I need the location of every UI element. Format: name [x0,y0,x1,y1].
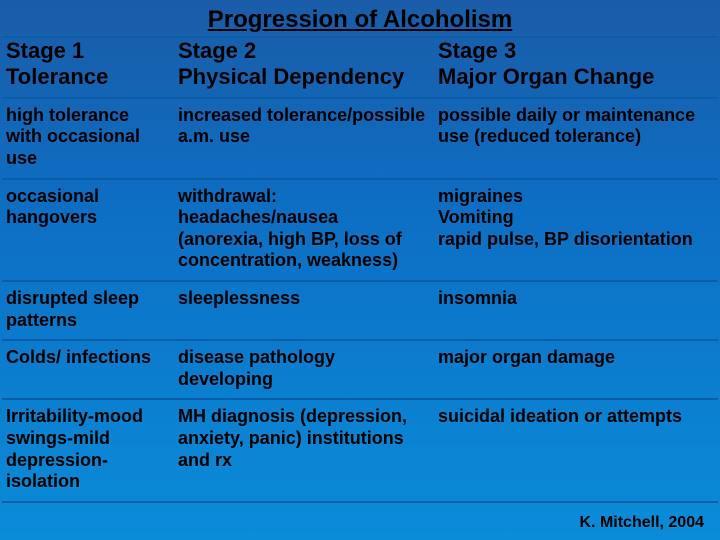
table-row: high tolerance with occasional use incre… [2,98,718,179]
cell: high tolerance with occasional use [2,98,174,179]
cell: possible daily or maintenance use (reduc… [434,98,718,179]
table-row: disrupted sleep patterns sleeplessness i… [2,281,718,340]
cell: occasional hangovers [2,179,174,281]
cell: disrupted sleep patterns [2,281,174,340]
cell: increased tolerance/possible a.m. use [174,98,434,179]
stage-3-label: Stage 3 [438,38,712,64]
progression-table: Stage 1 Tolerance Stage 2 Physical Depen… [2,36,718,503]
stage-2-sub: Physical Dependency [178,64,428,90]
cell: MH diagnosis (depression, anxiety, panic… [174,399,434,501]
cell: suicidal ideation or attempts [434,399,718,501]
stage-2-label: Stage 2 [178,38,428,64]
cell: withdrawal: headaches/nausea (anorexia, … [174,179,434,281]
cell: migrainesVomitingrapid pulse, BP disorie… [434,179,718,281]
cell: sleeplessness [174,281,434,340]
attribution: K. Mitchell, 2004 [580,514,705,532]
cell: Irritability-mood swings-mild depression… [2,399,174,501]
stage-1-sub: Tolerance [6,64,168,90]
table-row: Colds/ infections disease pathology deve… [2,340,718,399]
stage-3-sub: Major Organ Change [438,64,712,90]
header-stage-3: Stage 3 Major Organ Change [434,37,718,98]
stage-1-label: Stage 1 [6,38,168,64]
header-stage-1: Stage 1 Tolerance [2,37,174,98]
cell: Colds/ infections [2,340,174,399]
slide-title: Progression of Alcoholism [0,0,720,36]
cell: insomnia [434,281,718,340]
slide: Progression of Alcoholism Stage 1 Tolera… [0,0,720,540]
table-header-row: Stage 1 Tolerance Stage 2 Physical Depen… [2,37,718,98]
cell: disease pathology developing [174,340,434,399]
table-row: occasional hangovers withdrawal: headach… [2,179,718,281]
table-row: Irritability-mood swings-mild depression… [2,399,718,501]
header-stage-2: Stage 2 Physical Dependency [174,37,434,98]
cell: major organ damage [434,340,718,399]
